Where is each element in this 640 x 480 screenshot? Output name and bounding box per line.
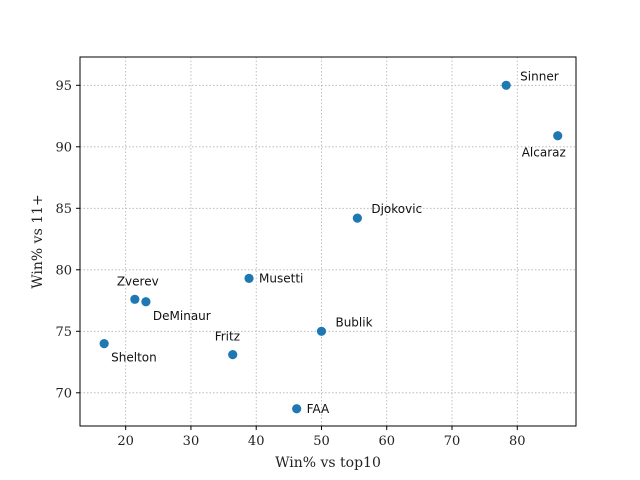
data-points	[99, 80, 563, 414]
point-label: Fritz	[215, 330, 240, 344]
y-tick-label: 70	[55, 386, 72, 401]
data-point	[316, 326, 327, 336]
point-labels: Sinner Alcaraz Djokovic Musetti Zverev DeMina…	[111, 69, 566, 415]
point-label: Bublik	[335, 315, 372, 329]
y-tick-label: 75	[55, 325, 72, 340]
data-point	[228, 350, 238, 360]
x-tick-label: 40	[248, 434, 265, 449]
point-label: Zverev	[117, 274, 159, 288]
data-point	[244, 273, 254, 283]
data-point	[553, 131, 563, 141]
x-axis-title: Win% vs top10	[275, 455, 381, 471]
y-axis-title: Win% vs 11+	[30, 194, 46, 288]
point-label: Alcaraz	[522, 146, 566, 160]
data-point	[352, 213, 362, 223]
y-tick-label: 90	[55, 140, 72, 155]
data-point	[501, 80, 511, 90]
data-point	[130, 294, 140, 304]
point-label: Djokovic	[371, 202, 422, 216]
x-tick-label: 70	[444, 434, 461, 449]
grid-lines	[80, 57, 576, 426]
y-tick-label: 95	[55, 79, 72, 94]
point-label: Shelton	[111, 351, 157, 365]
point-label: DeMinaur	[153, 309, 211, 323]
x-tick-label: 20	[117, 434, 134, 449]
data-point	[141, 297, 151, 307]
data-point	[99, 338, 109, 349]
point-label: Sinner	[520, 69, 559, 83]
x-tick-label: 80	[509, 434, 526, 449]
point-label: Musetti	[259, 271, 303, 285]
x-tick-label: 60	[378, 434, 395, 449]
point-label: FAA	[307, 402, 330, 416]
data-point	[292, 404, 302, 414]
x-tick-label: 30	[183, 434, 200, 449]
y-tick-label: 80	[55, 263, 72, 278]
axis-ticks: 20 30 40 50 60 70 80 70 75 80 85 90 95	[55, 79, 525, 449]
plot-frame	[79, 56, 577, 427]
x-tick-label: 50	[313, 434, 330, 449]
y-tick-label: 85	[55, 202, 72, 217]
